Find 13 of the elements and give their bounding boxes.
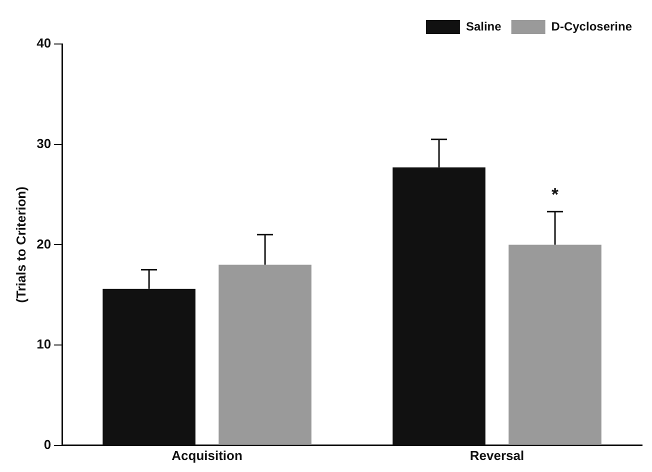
bar [508, 244, 602, 445]
y-tick-label: 10 [36, 336, 52, 352]
y-tick-label: 0 [44, 436, 52, 452]
x-tick-label: Acquisition [172, 448, 242, 463]
annotation: * [552, 184, 559, 205]
x-tick-label: Reversal [470, 448, 524, 463]
y-tick-label: 40 [36, 36, 52, 51]
legend-label: Saline [466, 19, 502, 34]
legend-label: D-Cycloserine [551, 19, 632, 34]
y-tick-label: 20 [36, 236, 52, 252]
y-tick-label: 30 [36, 136, 52, 151]
y-axis-title: (Trials to Criterion) [13, 186, 28, 303]
bar [218, 264, 312, 445]
